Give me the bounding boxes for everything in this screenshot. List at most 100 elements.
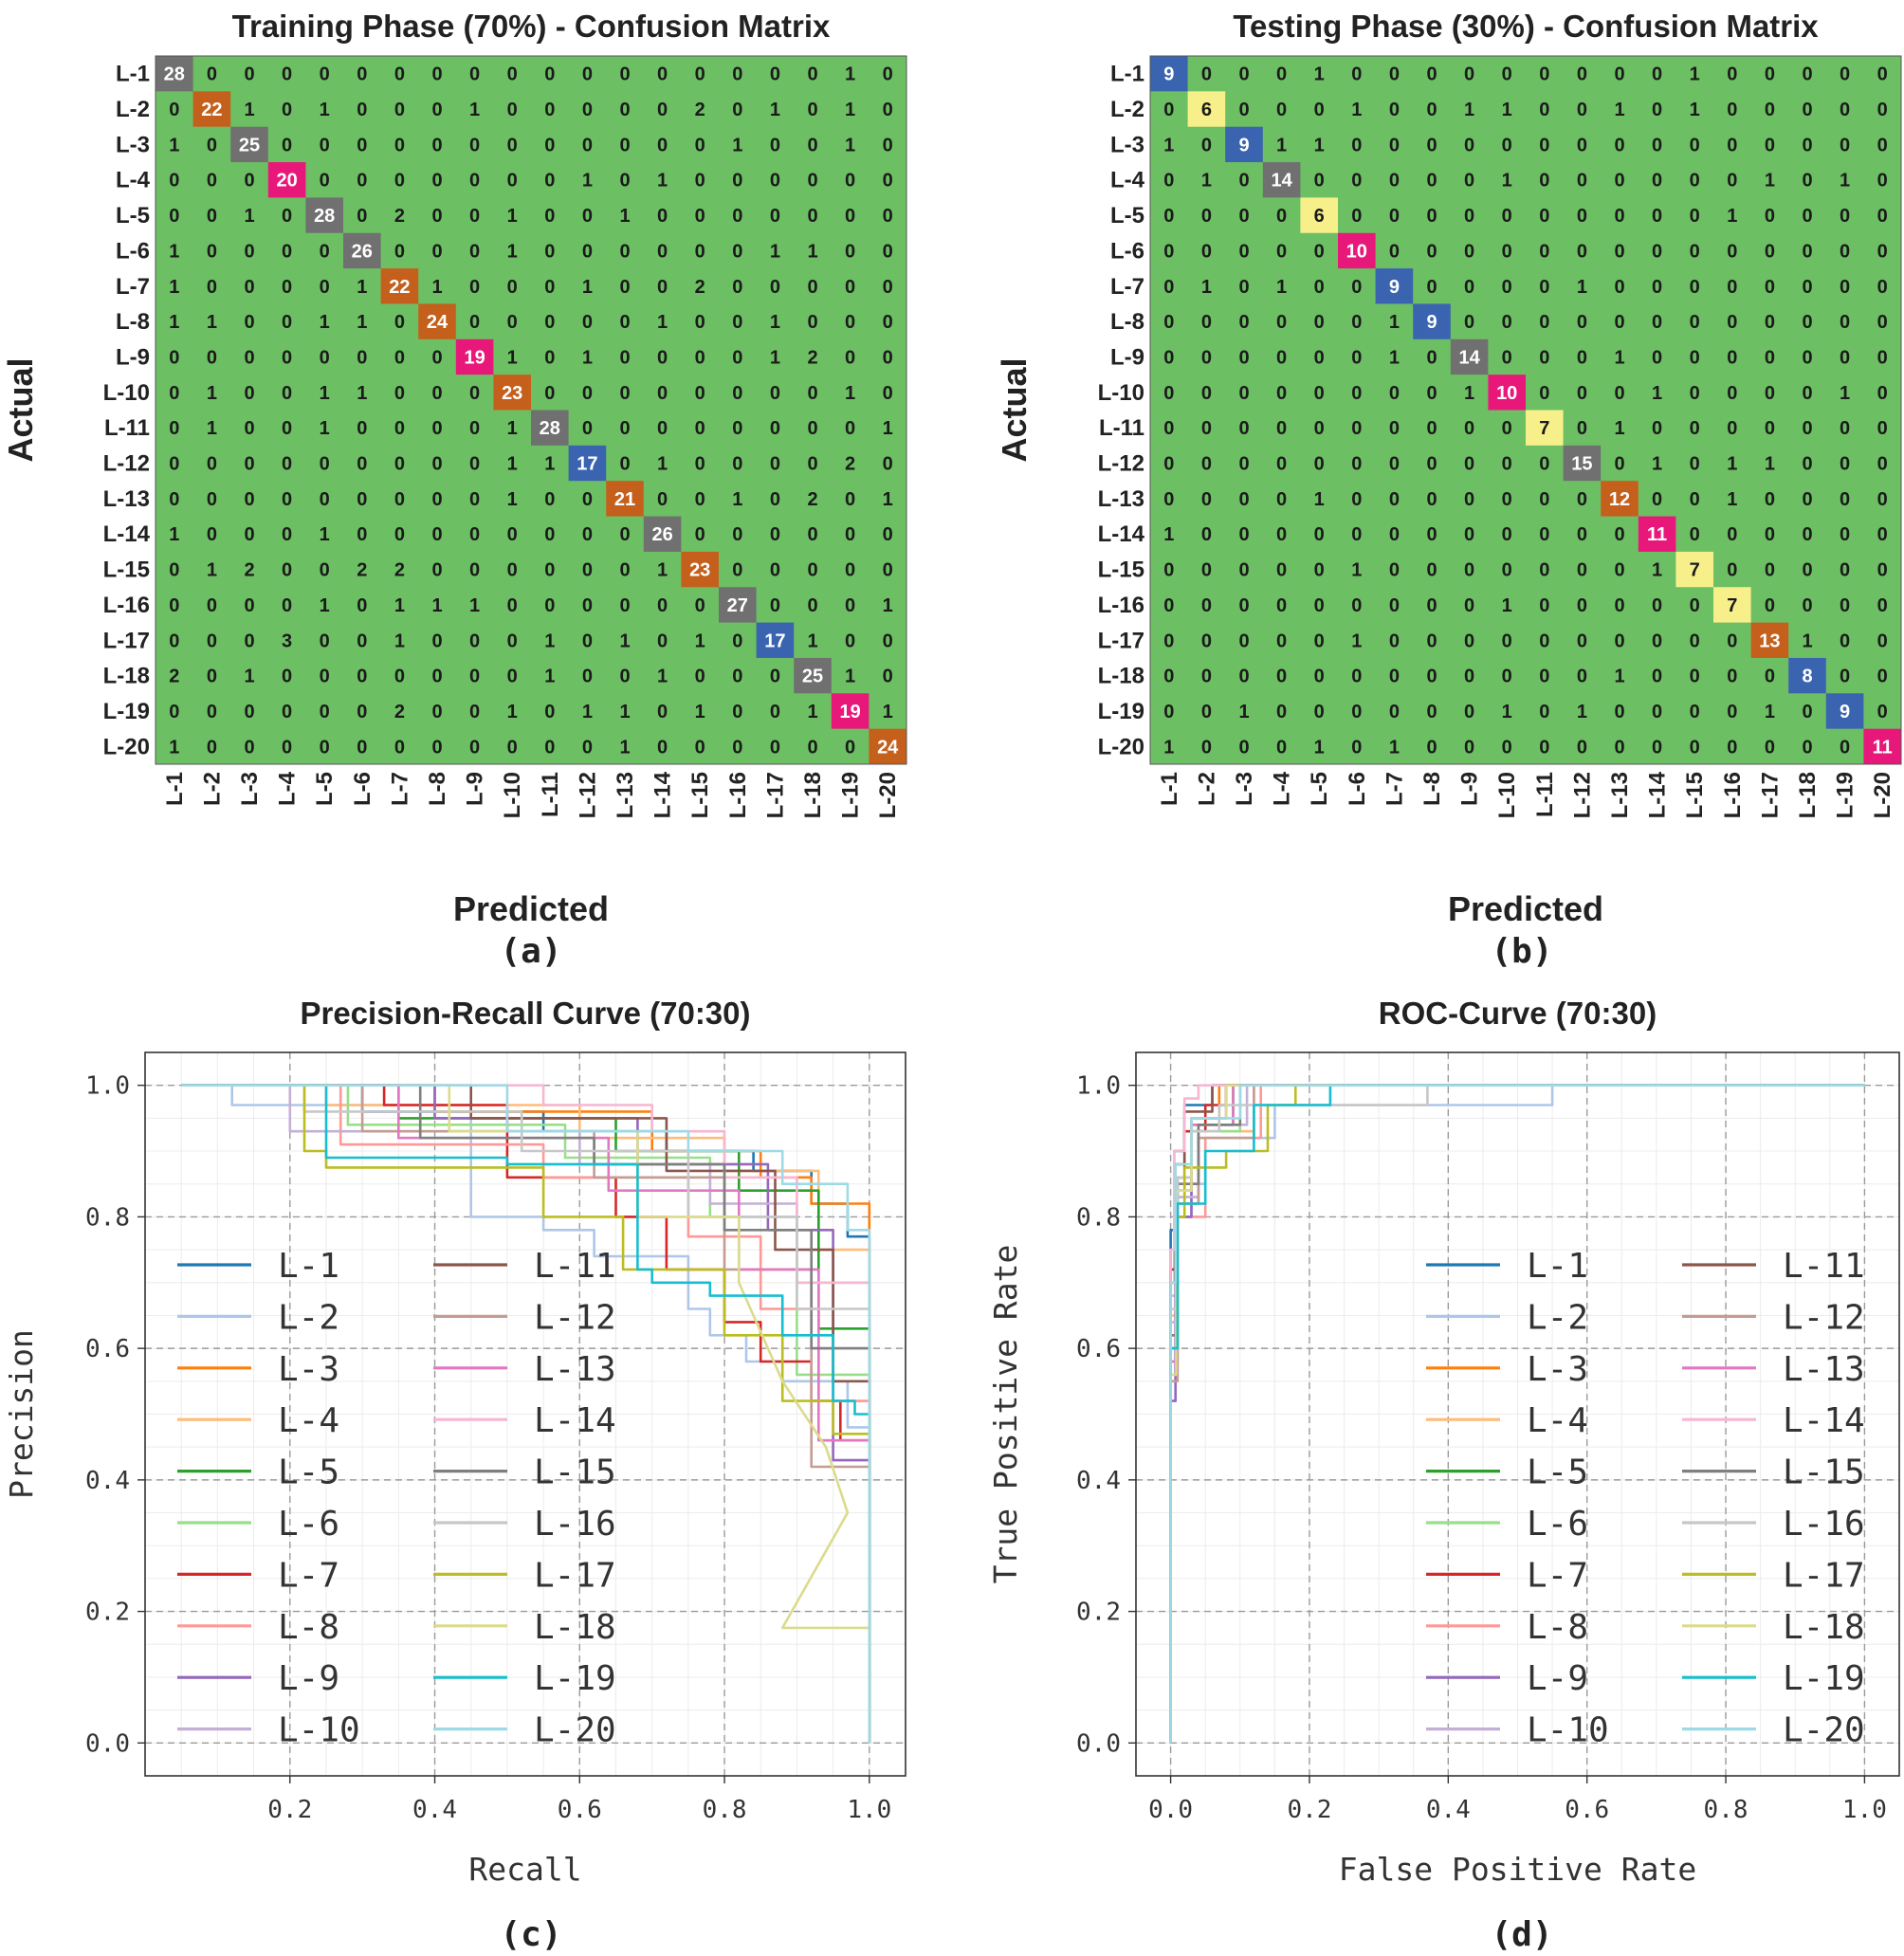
matrix-cell-value: 0: [394, 64, 405, 85]
matrix-cell-value: 0: [1502, 206, 1512, 227]
matrix-cell-value: 0: [394, 241, 405, 262]
matrix-cell-value: 0: [320, 135, 330, 155]
matrix-cell-value: 0: [1577, 667, 1587, 687]
legend-label-L-6: L-6: [1527, 1505, 1588, 1544]
matrix-cell-value: 0: [582, 100, 593, 120]
matrix-cell-value: 21: [614, 489, 635, 510]
matrix-cell-value: 0: [657, 702, 668, 722]
matrix-cell-value: 0: [1765, 312, 1775, 333]
matrix-cell-value: 0: [1690, 737, 1700, 758]
matrix-cell-value: 0: [544, 241, 555, 262]
matrix-cell-value: 0: [1201, 135, 1212, 155]
matrix-cell-value: 0: [320, 241, 330, 262]
matrix-cell-value: 0: [507, 737, 518, 758]
matrix-cell-diagonal: [1187, 91, 1226, 127]
matrix-cell-value: 0: [1765, 737, 1775, 758]
matrix-cell-value: 0: [1276, 737, 1287, 758]
matrix-cell-value: 0: [1539, 524, 1549, 545]
matrix-cell-value: 0: [695, 206, 705, 227]
matrix-cell-value: 0: [1577, 418, 1587, 439]
matrix-cell-value: 1: [770, 100, 780, 120]
matrix-cell-value: 1: [1314, 489, 1325, 510]
matrix-cell-value: 0: [1464, 418, 1474, 439]
matrix-cell-value: 0: [320, 667, 330, 687]
matrix-cell-value: 0: [732, 241, 742, 262]
matrix-cell-value: 0: [1351, 524, 1362, 545]
y-tick-label: L-2: [116, 97, 150, 122]
matrix-cell-value: 0: [1614, 277, 1624, 298]
matrix-cell-value: 0: [1840, 312, 1850, 333]
y-tick-label: L-7: [1110, 274, 1144, 300]
matrix-cell-value: 0: [1727, 171, 1737, 192]
matrix-cell-value: 0: [282, 206, 292, 227]
matrix-cell-value: 0: [1389, 702, 1400, 722]
matrix-cell-value: 0: [1464, 702, 1474, 722]
matrix-cell-value: 0: [883, 667, 893, 687]
matrix-cell-value: 0: [431, 702, 442, 722]
matrix-cell-value: 0: [1877, 667, 1888, 687]
matrix-cell-value: 0: [320, 454, 330, 475]
matrix-cell-value: 0: [1614, 524, 1624, 545]
matrix-cell-value: 0: [1238, 241, 1249, 262]
matrix-cell-value: 0: [582, 241, 593, 262]
matrix-cell-value: 0: [619, 454, 630, 475]
series-line-L-17: [181, 1084, 871, 1744]
matrix-cell-value: 0: [1464, 631, 1474, 651]
matrix-cell-value: 0: [1614, 171, 1624, 192]
matrix-cell-value: 0: [1276, 418, 1287, 439]
matrix-cell-value: 0: [1765, 100, 1775, 120]
matrix-cell-value: 0: [1314, 383, 1325, 404]
matrix-cell-value: 0: [1802, 100, 1812, 120]
matrix-cell-value: 0: [1314, 171, 1325, 192]
matrix-cell-value: 0: [1765, 560, 1775, 581]
matrix-cell-value: 0: [619, 560, 630, 581]
x-tick-label: 0.8: [703, 1796, 747, 1824]
matrix-cell-value: 0: [845, 347, 855, 368]
matrix-cell-value: 1: [1276, 135, 1287, 155]
matrix-cell-value: 24: [427, 312, 449, 333]
matrix-cell-value: 0: [1464, 171, 1474, 192]
matrix-cell-value: 0: [1877, 347, 1888, 368]
matrix-cell-value: 0: [1614, 560, 1624, 581]
matrix-cell-value: 1: [657, 560, 668, 581]
y-tick-label: 0.0: [85, 1729, 130, 1758]
matrix-cell-value: 1: [1163, 737, 1174, 758]
matrix-cell-value: 0: [1652, 135, 1662, 155]
matrix-cell-value: 0: [1577, 135, 1587, 155]
matrix-cell-value: 0: [770, 702, 780, 722]
matrix-cell-value: 0: [1802, 454, 1812, 475]
matrix-cell-value: 0: [582, 524, 593, 545]
matrix-cell-value: 0: [807, 100, 817, 120]
matrix-cell-value: 0: [1652, 667, 1662, 687]
y-tick-label: L-9: [1110, 344, 1144, 370]
matrix-cell-value: 2: [695, 100, 705, 120]
matrix-cell-value: 1: [207, 383, 217, 404]
matrix-cell-diagonal: [794, 657, 832, 694]
matrix-cell-value: 1: [883, 489, 893, 510]
matrix-cell-value: 0: [883, 524, 893, 545]
matrix-cell-value: 0: [544, 277, 555, 298]
matrix-cell-value: 0: [320, 631, 330, 651]
matrix-cell-value: 0: [695, 524, 705, 545]
matrix-cell-value: 0: [1690, 347, 1700, 368]
matrix-cell-value: 1: [320, 312, 330, 333]
matrix-cell-value: 0: [469, 702, 480, 722]
x-tick-label: L-5: [312, 772, 338, 806]
matrix-cell-value: 0: [1201, 206, 1212, 227]
matrix-cell-value: 0: [732, 171, 742, 192]
matrix-cell-value: 0: [1464, 135, 1474, 155]
matrix-cell-value: 1: [244, 667, 254, 687]
matrix-cell-value: 0: [1539, 667, 1549, 687]
matrix-cell-value: 1: [207, 418, 217, 439]
matrix-cell-value: 0: [1201, 312, 1212, 333]
legend-label-L-10: L-10: [278, 1711, 360, 1750]
matrix-cell-value: 0: [244, 737, 254, 758]
legend-label-L-17: L-17: [1783, 1556, 1865, 1595]
matrix-cell-value: 0: [1877, 383, 1888, 404]
matrix-cell-value: 0: [732, 100, 742, 120]
matrix-cell-value: 0: [1502, 418, 1512, 439]
matrix-cell-value: 0: [320, 347, 330, 368]
matrix-cell-value: 0: [431, 667, 442, 687]
matrix-cell-value: 0: [1163, 100, 1174, 120]
matrix-cell-value: 0: [1389, 418, 1400, 439]
